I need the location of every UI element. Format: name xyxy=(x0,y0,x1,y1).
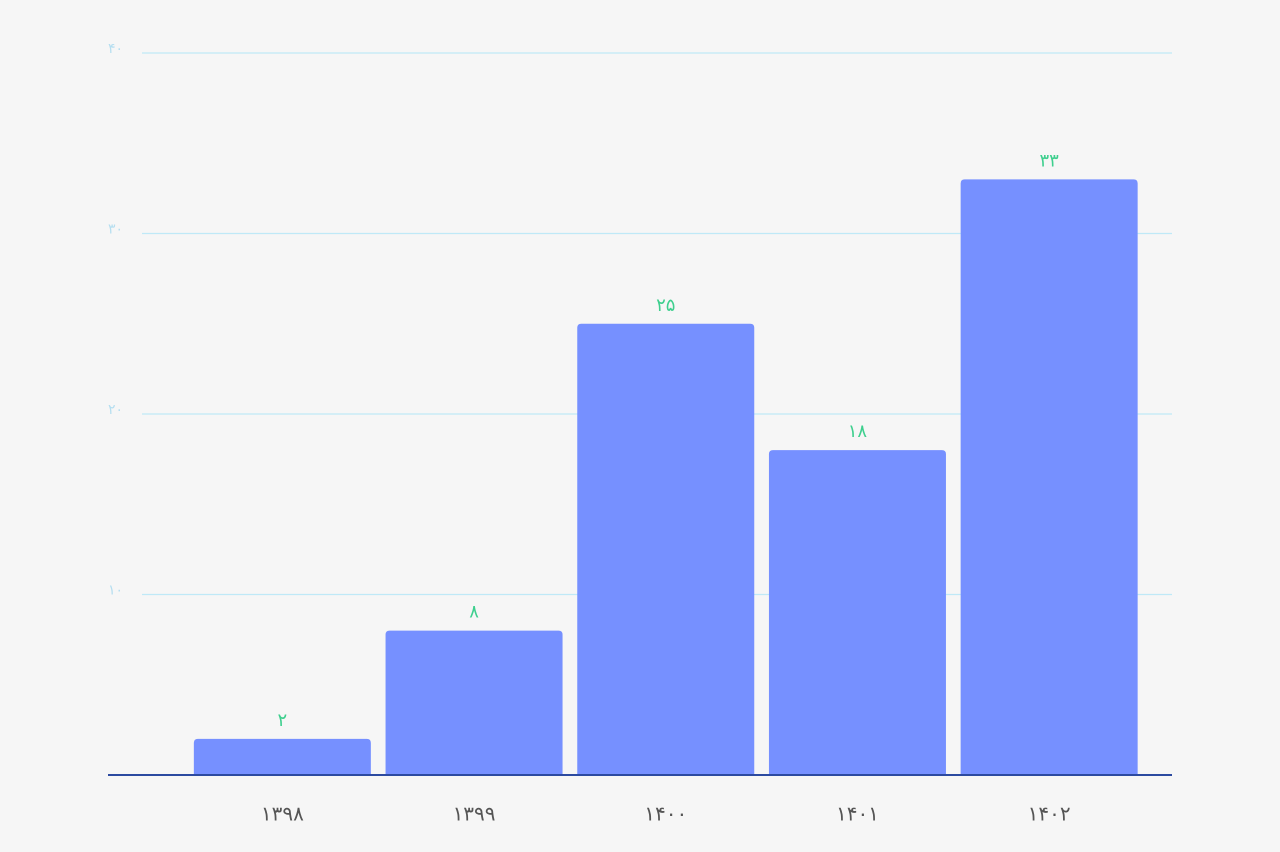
value-label: ۲ xyxy=(278,710,288,731)
x-tick-label: ۱۳۹۸ xyxy=(261,802,304,826)
value-label: ۱۸ xyxy=(848,421,868,442)
bar xyxy=(577,323,755,775)
value-label: ۳۳ xyxy=(1039,150,1059,171)
value-label: ۲۵ xyxy=(656,295,675,316)
y-tick-label: ۱۰ xyxy=(108,583,123,599)
value-label: ۸ xyxy=(469,602,479,623)
y-tick-label: ۲۰ xyxy=(108,402,123,418)
x-tick-label: ۱۳۹۹ xyxy=(453,802,496,826)
bar xyxy=(768,450,946,775)
y-tick-label: ۴۰ xyxy=(108,41,123,57)
bar xyxy=(193,738,371,775)
x-tick-label: ۱۴۰۱ xyxy=(836,802,879,826)
bar xyxy=(385,630,563,775)
x-tick-label: ۱۴۰۰ xyxy=(644,802,687,826)
x-tick-label: ۱۴۰۲ xyxy=(1028,802,1071,826)
bar xyxy=(960,179,1138,776)
y-tick-label: ۳۰ xyxy=(108,222,123,238)
